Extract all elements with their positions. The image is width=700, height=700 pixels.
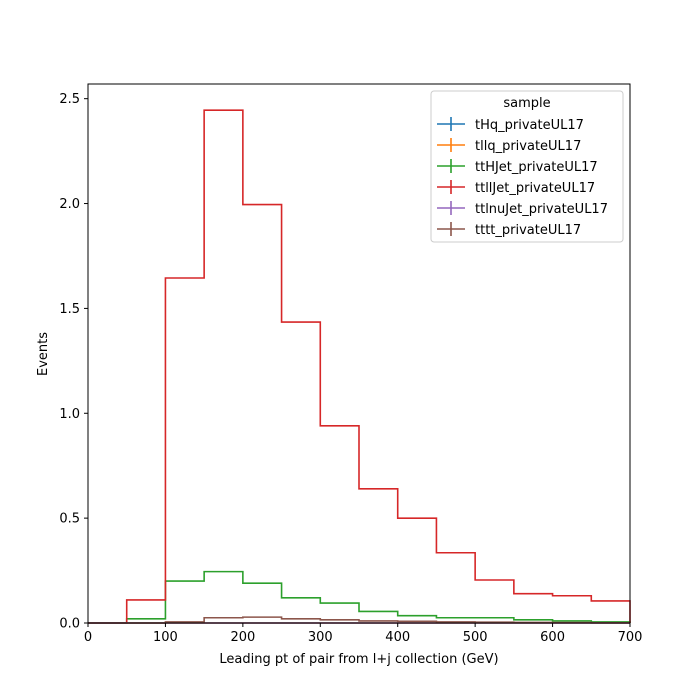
x-axis-ticks: 0 100 200 300 400 500 600 700 xyxy=(84,623,643,645)
y-tick-label-1: 0.5 xyxy=(59,512,80,527)
x-tick-label-4: 400 xyxy=(385,630,410,645)
x-tick-label-2: 200 xyxy=(230,630,255,645)
legend-title: sample xyxy=(503,96,550,111)
x-tick-label-0: 0 xyxy=(84,630,92,645)
y-tick-label-0: 0.0 xyxy=(59,617,80,632)
legend-box xyxy=(430,90,624,243)
x-tick-label-3: 300 xyxy=(308,630,333,645)
legend-label-3: ttllJet_privateUL17 xyxy=(475,181,595,196)
x-tick-label-5: 500 xyxy=(463,630,488,645)
y-tick-label-3: 1.5 xyxy=(59,302,80,317)
legend-label-2: ttHJet_privateUL17 xyxy=(475,160,598,175)
x-tick-label-7: 700 xyxy=(618,630,643,645)
series-line-2 xyxy=(88,570,631,624)
legend-label-1: tllq_privateUL17 xyxy=(475,139,581,154)
series-line-5 xyxy=(88,616,631,624)
legend-label-0: tHq_privateUL17 xyxy=(475,118,584,133)
y-axis-label: Events xyxy=(36,332,51,376)
x-axis-label: Leading pt of pair from l+j collection (… xyxy=(219,652,498,667)
legend-entries: tHq_privateUL17 tllq_privateUL17 ttHJet_pr… xyxy=(437,117,608,238)
y-axis-ticks: 0.0 0.5 1.0 1.5 2.0 2.5 xyxy=(59,92,88,632)
series-line-3 xyxy=(88,109,631,624)
plot-frame xyxy=(87,83,631,624)
y-tick-label-2: 1.0 xyxy=(59,407,80,422)
y-tick-label-5: 2.5 xyxy=(59,92,80,107)
x-tick-label-1: 100 xyxy=(153,630,178,645)
x-tick-label-6: 600 xyxy=(540,630,565,645)
legend-label-5: tttt_privateUL17 xyxy=(475,223,581,238)
legend-label-4: ttlnuJet_privateUL17 xyxy=(475,202,608,217)
legend: sample tHq_privateUL17 tllq_privateUL17tt… xyxy=(430,90,624,243)
y-tick-label-4: 2.0 xyxy=(59,197,80,212)
